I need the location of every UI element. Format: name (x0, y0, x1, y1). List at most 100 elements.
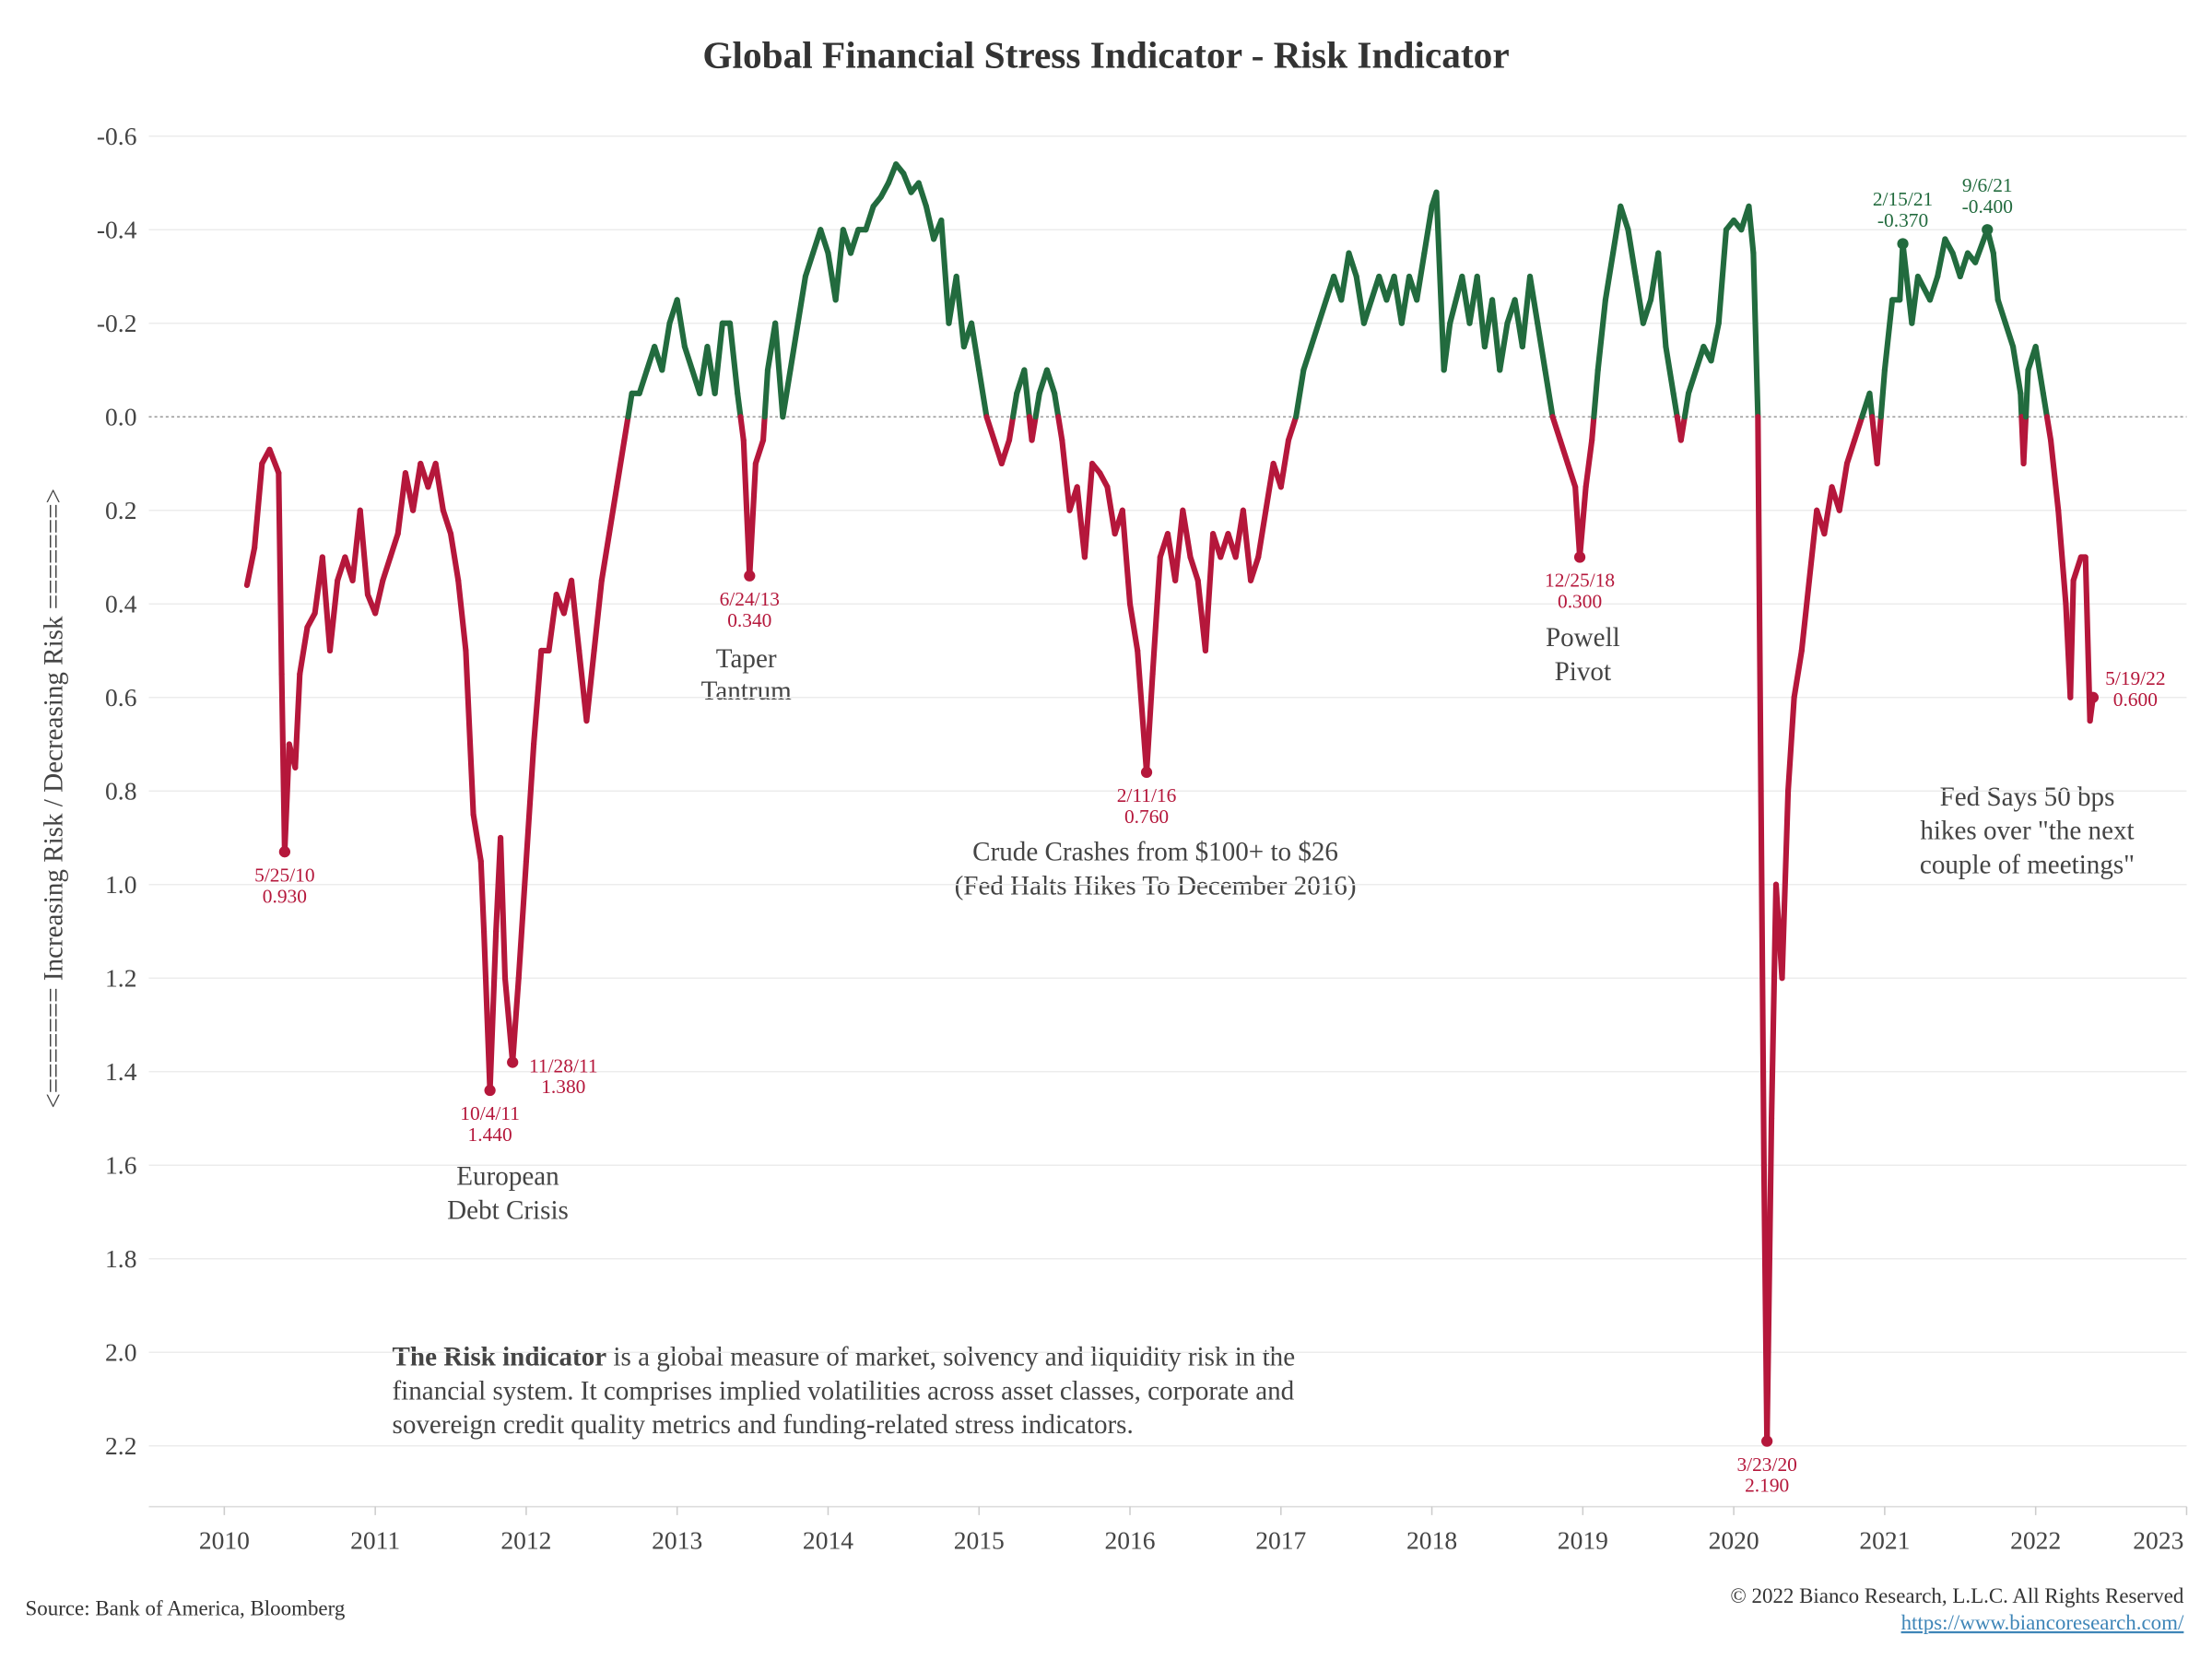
line-segment (531, 647, 545, 747)
line-segment (2010, 344, 2024, 396)
line-segment (1852, 414, 1865, 443)
line-segment (2040, 390, 2051, 420)
line-segment (2002, 320, 2017, 350)
line-segment (387, 531, 401, 560)
y-tick-label: 0.4 (105, 589, 137, 618)
line-segment (297, 624, 311, 677)
line-segment (1542, 367, 1556, 420)
line-segment (1549, 414, 1563, 443)
line-segment (1602, 250, 1617, 303)
line-segment (636, 367, 651, 396)
line-segment (1746, 203, 1757, 256)
line-segment (1346, 250, 1359, 280)
copyright: © 2022 Bianco Research, L.L.C. All Right… (1730, 1584, 2184, 1607)
line-segment (900, 171, 914, 195)
annotation-date: 12/25/18 (1545, 570, 1615, 592)
line-segment (1877, 367, 1888, 420)
line-segment (1353, 273, 1367, 326)
note: The Risk indicator is a global measure o… (393, 1343, 1296, 1440)
line-segment (1914, 273, 1934, 303)
event-text: Debt Crisis (447, 1195, 569, 1225)
line-segment (1441, 320, 1453, 373)
line-segment (1564, 460, 1579, 490)
x-tick-label: 2012 (500, 1526, 551, 1555)
line-segment (832, 227, 846, 303)
line-segment (976, 367, 990, 420)
event-powell: Powell Pivot (1546, 623, 1620, 687)
line-segment (625, 390, 635, 420)
line-segment (455, 577, 469, 654)
line-segment (1526, 273, 1541, 326)
line-segment (923, 203, 937, 242)
line-segment (1994, 297, 2008, 326)
note-bold: The Risk indicator (393, 1343, 607, 1372)
line-segment (523, 741, 537, 865)
y-tick-label: 2.0 (105, 1337, 136, 1366)
annotation-value: 2.190 (1745, 1475, 1789, 1497)
line-segment (1957, 250, 1971, 280)
line-segment (1308, 320, 1322, 350)
line-segment (847, 227, 862, 256)
annotation-date: 2/15/21 (1873, 188, 1933, 210)
line-segment (394, 470, 408, 537)
line-segment (319, 554, 334, 654)
line-segment (1640, 297, 1654, 326)
line-segment (915, 180, 929, 209)
line-segment (1104, 484, 1118, 537)
url-link[interactable]: https://www.biancoresearch.com/ (1901, 1611, 2184, 1634)
line-segment (1474, 273, 1488, 350)
event-taper: Taper Tantrum (701, 644, 792, 706)
line-segment (1300, 344, 1314, 373)
annotation-dot (507, 1056, 519, 1068)
line-segment (252, 460, 265, 551)
line-segment (1285, 414, 1300, 443)
y-tick-label: 0.8 (105, 776, 136, 805)
x-tick-label: 2021 (1859, 1526, 1910, 1555)
line-segment (1043, 367, 1058, 396)
line-segment (1172, 507, 1186, 583)
line-segment (1247, 554, 1262, 583)
annotation-dot (1897, 238, 1909, 250)
line-segment (1059, 437, 1073, 513)
event-text: Taper (716, 644, 777, 674)
line-segment (2022, 367, 2031, 420)
line-segment (1202, 531, 1217, 654)
line-segment (1715, 227, 1729, 326)
line-segment (1764, 1115, 1775, 1444)
line-segment (1926, 273, 1941, 303)
y-tick-label: 1.8 (105, 1244, 136, 1273)
line-segment (1610, 203, 1624, 256)
annotation-value: 0.340 (727, 609, 771, 631)
line-segment (1677, 414, 1688, 443)
line-segment (2043, 414, 2054, 443)
note-line: The Risk indicator is a global measure o… (393, 1343, 1296, 1372)
line-segment (659, 320, 673, 373)
line-segment (1557, 437, 1571, 467)
annotation-dot (484, 1084, 496, 1097)
annotation-dot (278, 846, 290, 858)
line-segment (1618, 203, 1631, 233)
x-tick-label: 2017 (1255, 1526, 1306, 1555)
line-segment (2047, 437, 2062, 513)
y-tick-label: -0.6 (97, 122, 137, 150)
y-tick-label: 1.6 (105, 1150, 136, 1179)
line-segment (1681, 390, 1692, 420)
line-segment (1909, 273, 1921, 326)
line-segment (1990, 250, 2001, 303)
line-segment (1081, 460, 1096, 560)
line-segment (1821, 484, 1835, 537)
line-segment (1632, 273, 1646, 326)
x-tick-label: 2020 (1709, 1526, 1759, 1555)
annotation-dot (1761, 1435, 1773, 1447)
annotation-date: 3/23/20 (1736, 1453, 1796, 1476)
x-tick-label: 2018 (1406, 1526, 1457, 1555)
line-segment (787, 320, 801, 373)
y-tick-label: 1.4 (105, 1057, 137, 1086)
line-segment (598, 531, 613, 583)
event-text: Powell (1546, 623, 1620, 653)
line-segment (953, 273, 967, 350)
line-segment (1052, 390, 1062, 420)
event-crude: Crude Crashes from $100+ to $26 (Fed Hal… (955, 838, 1357, 901)
line-segment (863, 203, 877, 233)
